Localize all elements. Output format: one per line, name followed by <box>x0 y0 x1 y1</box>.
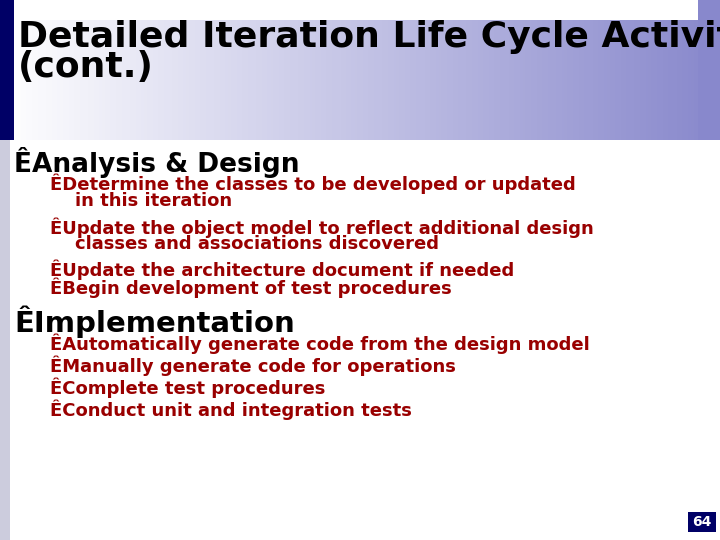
FancyBboxPatch shape <box>0 0 720 20</box>
Text: ÊUpdate the object model to reflect additional design: ÊUpdate the object model to reflect addi… <box>50 217 594 238</box>
Text: ÊComplete test procedures: ÊComplete test procedures <box>50 377 325 397</box>
Text: ÊAutomatically generate code from the design model: ÊAutomatically generate code from the de… <box>50 333 590 354</box>
Text: (cont.): (cont.) <box>18 50 154 84</box>
Text: ÊManually generate code for operations: ÊManually generate code for operations <box>50 355 456 375</box>
FancyBboxPatch shape <box>0 0 14 140</box>
Text: ÊConduct unit and integration tests: ÊConduct unit and integration tests <box>50 399 412 420</box>
FancyBboxPatch shape <box>688 512 716 532</box>
Text: classes and associations discovered: classes and associations discovered <box>50 235 439 253</box>
Text: ÊImplementation: ÊImplementation <box>14 305 294 338</box>
Text: ÊUpdate the architecture document if needed: ÊUpdate the architecture document if nee… <box>50 259 514 280</box>
Text: 64: 64 <box>693 515 711 529</box>
Text: ÊAnalysis & Design: ÊAnalysis & Design <box>14 147 300 178</box>
FancyBboxPatch shape <box>0 140 720 540</box>
Text: ÊDetermine the classes to be developed or updated: ÊDetermine the classes to be developed o… <box>50 174 576 194</box>
FancyBboxPatch shape <box>698 0 720 140</box>
Text: ÊBegin development of test procedures: ÊBegin development of test procedures <box>50 278 451 299</box>
Text: Detailed Iteration Life Cycle Activities: Detailed Iteration Life Cycle Activities <box>18 20 720 54</box>
FancyBboxPatch shape <box>0 140 10 540</box>
Text: in this iteration: in this iteration <box>50 192 232 210</box>
